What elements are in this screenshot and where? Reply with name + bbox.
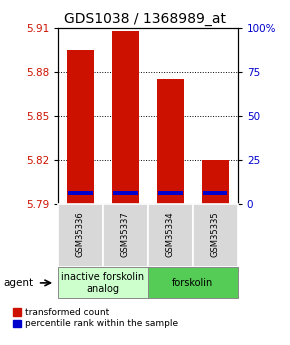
Bar bbox=[203, 191, 227, 195]
Bar bbox=[148, 204, 193, 267]
Bar bbox=[202, 159, 229, 204]
Text: GDS1038 / 1368989_at: GDS1038 / 1368989_at bbox=[64, 12, 226, 26]
Bar bbox=[67, 50, 94, 204]
Text: GSM35336: GSM35336 bbox=[76, 211, 85, 257]
Bar bbox=[157, 79, 184, 204]
Bar bbox=[113, 191, 137, 195]
Text: inactive forskolin
analog: inactive forskolin analog bbox=[61, 272, 144, 294]
Bar bbox=[103, 204, 148, 267]
Bar bbox=[58, 204, 103, 267]
Legend: transformed count, percentile rank within the sample: transformed count, percentile rank withi… bbox=[13, 308, 178, 328]
Bar bbox=[148, 267, 238, 298]
Text: GSM35337: GSM35337 bbox=[121, 211, 130, 257]
Text: GSM35334: GSM35334 bbox=[166, 211, 175, 257]
Text: forskolin: forskolin bbox=[172, 278, 213, 288]
Text: agent: agent bbox=[3, 278, 33, 288]
Bar bbox=[68, 191, 93, 195]
Text: GSM35335: GSM35335 bbox=[211, 211, 220, 257]
Bar bbox=[58, 267, 148, 298]
Bar bbox=[158, 191, 182, 195]
Bar bbox=[193, 204, 238, 267]
Bar bbox=[112, 30, 139, 204]
